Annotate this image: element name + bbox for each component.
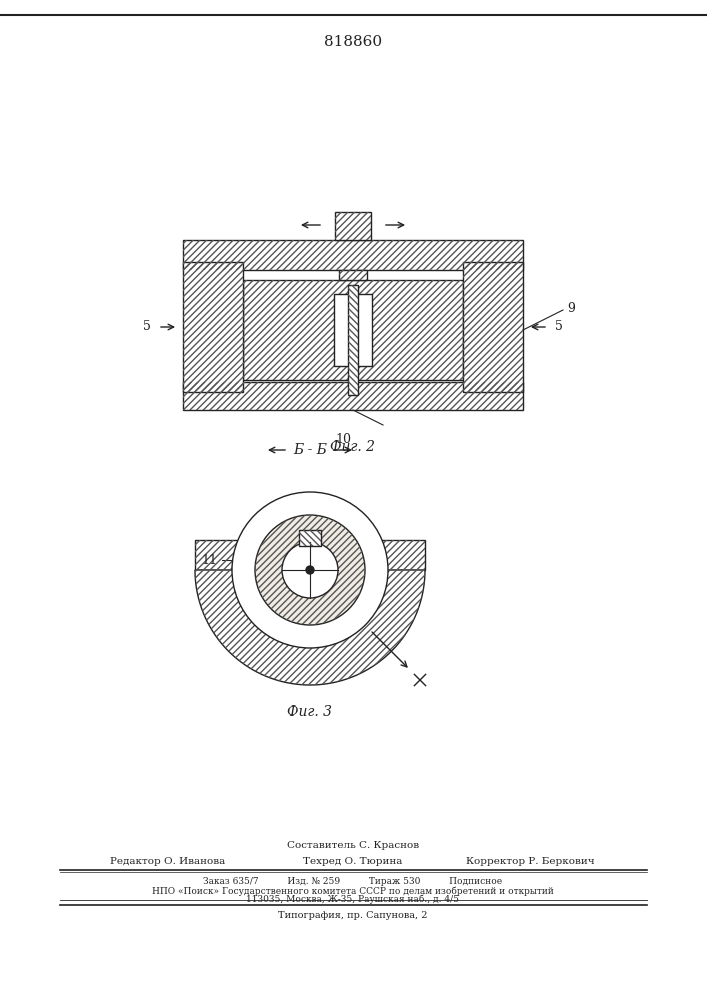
Text: Фиг. 2: Фиг. 2 [330,440,375,454]
Bar [463,262,523,392]
Text: НПО «Поиск» Государственного комитета СССР по делам изобретений и открытий: НПО «Поиск» Государственного комитета СС… [152,886,554,896]
Circle shape [306,566,314,574]
Text: 9: 9 [567,302,575,314]
Bar [243,280,463,380]
Bar [339,270,367,280]
Bar [339,270,367,280]
Bar [183,262,243,392]
Bar [183,382,523,410]
Bar [463,262,523,392]
Text: 5: 5 [555,320,563,334]
Text: Типография, пр. Сапунова, 2: Типография, пр. Сапунова, 2 [279,910,428,920]
Text: Заказ 635/7          Изд. № 259          Тираж 530          Подписное: Заказ 635/7 Изд. № 259 Тираж 530 Подписн… [204,878,503,886]
Bar [348,285,358,395]
Text: 11: 11 [201,554,217,566]
Text: 113035, Москва, Ж-35, Раушская наб., д. 4/5: 113035, Москва, Ж-35, Раушская наб., д. … [247,894,460,904]
Bar [195,540,425,570]
Bar [335,212,371,240]
Circle shape [282,542,338,598]
Bar [243,280,463,380]
Bar [183,382,523,410]
Text: 5: 5 [143,320,151,334]
Text: Корректор Р. Беркович: Корректор Р. Беркович [467,857,595,866]
Text: Редактор О. Иванова: Редактор О. Иванова [110,857,226,866]
Polygon shape [195,570,425,685]
Text: 10: 10 [335,433,351,446]
Bar [299,530,321,546]
Bar [195,540,425,570]
Circle shape [255,515,365,625]
Text: Составитель С. Краснов: Составитель С. Краснов [287,840,419,850]
Bar [335,212,371,240]
Text: Фиг. 3: Фиг. 3 [288,705,332,719]
Text: А - А: А - А [336,218,370,232]
Bar [183,262,243,392]
Bar [183,240,523,270]
Text: Б - Б: Б - Б [293,443,327,457]
Bar [183,240,523,270]
Circle shape [232,492,388,648]
Text: 818860: 818860 [324,35,382,49]
Bar [348,285,358,395]
Text: Техред О. Тюрина: Техред О. Тюрина [303,857,403,866]
Bar [334,294,372,366]
Bar [299,530,321,546]
